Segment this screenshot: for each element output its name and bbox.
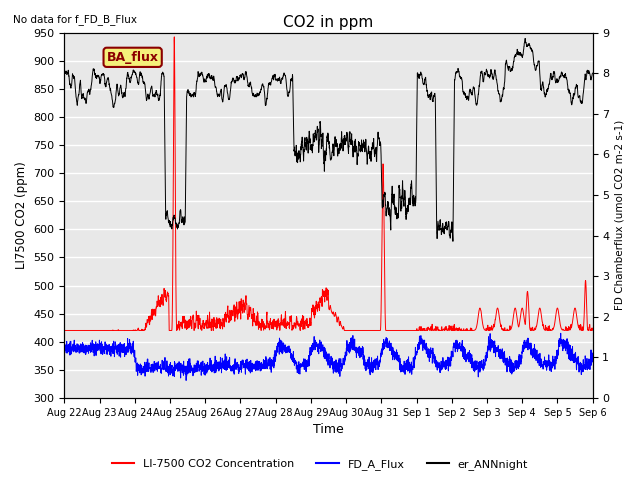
Y-axis label: FD Chamberflux (umol CO2 m-2 s-1): FD Chamberflux (umol CO2 m-2 s-1) — [615, 120, 625, 311]
Text: No data for f_FD_B_Flux: No data for f_FD_B_Flux — [13, 14, 137, 25]
Title: CO2 in ppm: CO2 in ppm — [284, 15, 374, 30]
Y-axis label: LI7500 CO2 (ppm): LI7500 CO2 (ppm) — [15, 161, 28, 269]
Text: BA_flux: BA_flux — [107, 51, 159, 64]
X-axis label: Time: Time — [313, 423, 344, 436]
Legend: LI-7500 CO2 Concentration, FD_A_Flux, er_ANNnight: LI-7500 CO2 Concentration, FD_A_Flux, er… — [108, 455, 532, 474]
